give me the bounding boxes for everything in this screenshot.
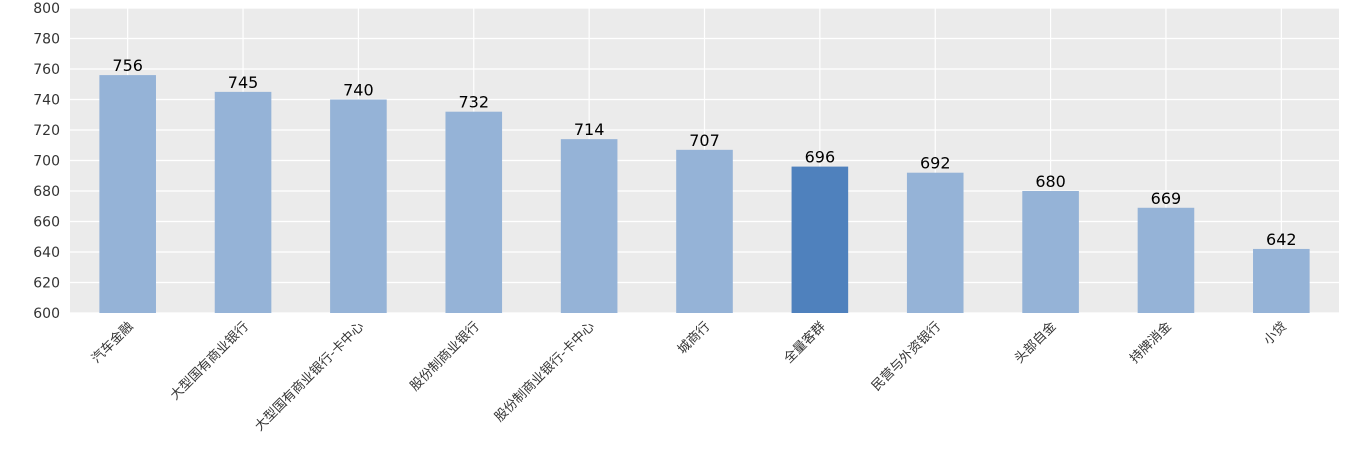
bar [1253, 248, 1310, 313]
y-tick-label: 760 [33, 62, 60, 78]
x-tick-label: 民营与外资银行 [869, 319, 944, 394]
bar [445, 111, 503, 313]
y-tick-label: 640 [33, 245, 60, 261]
bar [906, 172, 964, 313]
x-tick-label: 大型国有商业银行-卡中心 [252, 319, 367, 434]
bar [791, 166, 849, 313]
bar [1022, 191, 1079, 313]
data-label: 680 [1035, 172, 1066, 191]
bar [676, 149, 733, 313]
data-label: 732 [458, 93, 489, 112]
x-tick-label: 全量客群 [781, 319, 829, 367]
x-tick-label: 城商行 [675, 319, 713, 357]
data-label: 696 [805, 148, 836, 167]
data-label: 756 [112, 56, 143, 75]
bar [214, 91, 272, 313]
x-axis: 汽车金融 大型国有商业银行 大型国有商业银行-卡中心 股份制商业银行 股份制商业银行-卡… [88, 319, 1290, 435]
bar [560, 139, 618, 313]
data-label: 745 [228, 73, 259, 92]
y-tick-label: 800 [33, 1, 60, 17]
data-label: 692 [920, 154, 951, 173]
data-label: 740 [343, 81, 374, 100]
data-label: 669 [1151, 189, 1182, 208]
y-tick-label: 620 [33, 276, 60, 292]
x-tick-label: 大型国有商业银行 [168, 319, 252, 403]
bar [1137, 207, 1195, 313]
y-tick-label: 660 [33, 215, 60, 231]
x-tick-label: 股份制商业银行-卡中心 [492, 319, 598, 425]
y-tick-label: 700 [33, 154, 60, 170]
bar [99, 75, 156, 313]
x-tick-label: 小贷 [1261, 319, 1290, 348]
x-tick-label: 头部自金 [1011, 319, 1059, 367]
y-tick-label: 720 [33, 123, 60, 139]
data-label: 714 [574, 120, 605, 139]
y-tick-label: 680 [33, 184, 60, 200]
y-tick-label: 600 [33, 306, 60, 322]
y-tick-label: 740 [33, 93, 60, 109]
x-tick-label: 汽车金融 [88, 319, 136, 367]
x-tick-label: 持牌消金 [1127, 319, 1175, 367]
data-label: 642 [1266, 230, 1297, 249]
bar [330, 99, 387, 313]
data-label: 707 [689, 131, 720, 150]
data-labels: 756 745 740 732 714 707 696 692 680 669 642 [112, 56, 1296, 249]
y-tick-label: 780 [33, 32, 60, 48]
bars [99, 75, 1310, 313]
x-tick-label: 股份制商业银行 [408, 319, 483, 394]
y-axis: 600 620 640 660 680 700 720 740 760 780 800 [33, 1, 60, 322]
